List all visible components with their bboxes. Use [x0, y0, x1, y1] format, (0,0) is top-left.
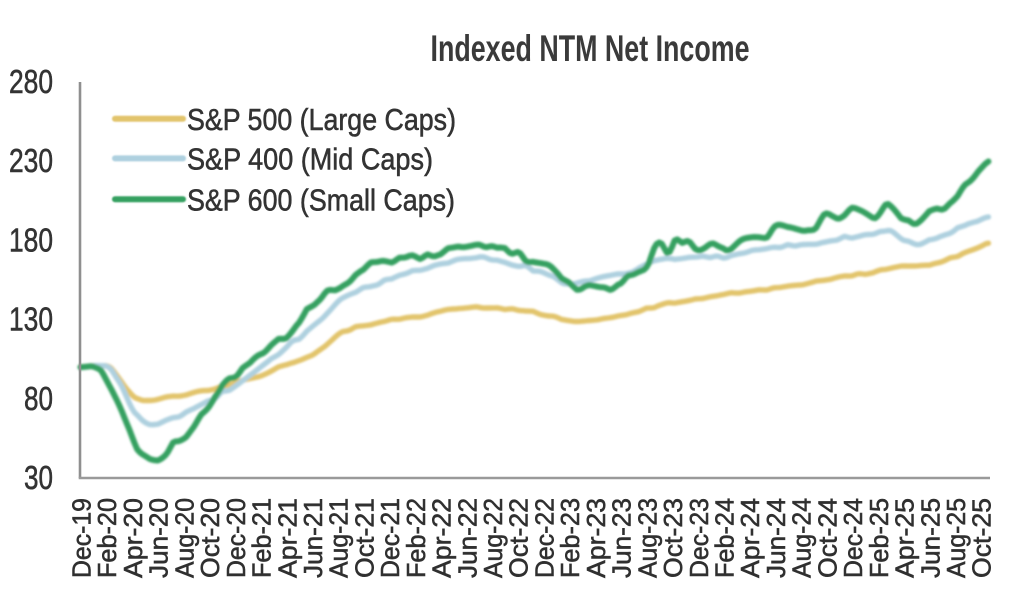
svg-text:Jun-21: Jun-21	[298, 498, 328, 578]
svg-text:Apr-25: Apr-25	[890, 498, 920, 578]
svg-text:Oct-25: Oct-25	[967, 498, 997, 578]
svg-text:S&P 500 (Large Caps): S&P 500 (Large Caps)	[187, 102, 456, 137]
svg-text:Oct-23: Oct-23	[658, 498, 688, 578]
svg-text:Feb-21: Feb-21	[247, 498, 277, 578]
svg-text:Feb-24: Feb-24	[710, 498, 740, 578]
svg-text:Aug-22: Aug-22	[478, 498, 508, 578]
svg-text:Oct-21: Oct-21	[349, 498, 379, 578]
svg-text:Oct-24: Oct-24	[812, 498, 842, 578]
svg-text:Oct-22: Oct-22	[504, 498, 534, 578]
svg-text:30: 30	[24, 459, 53, 496]
svg-text:Apr-21: Apr-21	[272, 498, 302, 578]
svg-text:Dec-20: Dec-20	[221, 498, 251, 578]
svg-text:Jun-20: Jun-20	[144, 498, 174, 578]
svg-text:280: 280	[9, 63, 53, 100]
svg-text:Jun-22: Jun-22	[452, 498, 482, 578]
svg-text:Dec-21: Dec-21	[375, 498, 405, 578]
svg-text:Aug-21: Aug-21	[324, 498, 354, 578]
svg-text:S&P 400 (Mid Caps): S&P 400 (Mid Caps)	[187, 142, 433, 177]
svg-text:Jun-24: Jun-24	[761, 498, 791, 578]
svg-text:80: 80	[24, 380, 53, 417]
svg-text:Apr-23: Apr-23	[581, 498, 611, 578]
svg-text:130: 130	[9, 301, 53, 338]
svg-text:Aug-24: Aug-24	[787, 498, 817, 578]
svg-text:230: 230	[9, 142, 53, 179]
svg-text:Dec-23: Dec-23	[684, 498, 714, 578]
svg-text:Feb-20: Feb-20	[92, 498, 122, 578]
svg-text:Aug-20: Aug-20	[169, 498, 199, 578]
svg-text:Feb-22: Feb-22	[401, 498, 431, 578]
svg-text:Aug-25: Aug-25	[941, 498, 971, 578]
svg-text:Oct-20: Oct-20	[195, 498, 225, 578]
svg-text:Indexed NTM Net Income: Indexed NTM Net Income	[431, 28, 750, 69]
svg-text:Dec-22: Dec-22	[530, 498, 560, 578]
svg-text:Apr-20: Apr-20	[118, 498, 148, 578]
svg-text:Feb-23: Feb-23	[555, 498, 585, 578]
svg-text:Dec-24: Dec-24	[838, 498, 868, 578]
svg-text:Apr-22: Apr-22	[427, 498, 457, 578]
svg-text:Aug-23: Aug-23	[632, 498, 662, 578]
svg-text:Jun-25: Jun-25	[915, 498, 945, 578]
svg-text:Feb-25: Feb-25	[864, 498, 894, 578]
svg-text:Jun-23: Jun-23	[607, 498, 637, 578]
svg-text:S&P 600 (Small Caps): S&P 600 (Small Caps)	[187, 182, 455, 217]
svg-text:Dec-19: Dec-19	[67, 498, 97, 578]
svg-text:Apr-24: Apr-24	[735, 498, 765, 578]
svg-text:180: 180	[9, 221, 53, 258]
